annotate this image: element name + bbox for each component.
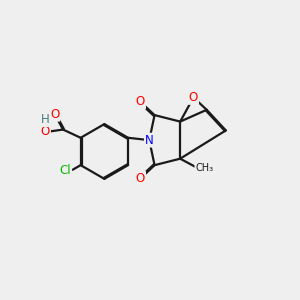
Text: Cl: Cl <box>59 164 71 177</box>
Text: O: O <box>189 91 198 104</box>
Text: O: O <box>50 108 59 121</box>
Text: H: H <box>41 113 50 126</box>
Text: O: O <box>41 125 50 138</box>
Text: N: N <box>145 134 154 147</box>
Text: CH₃: CH₃ <box>195 163 213 172</box>
Text: O: O <box>136 95 145 108</box>
Text: O: O <box>136 172 145 185</box>
